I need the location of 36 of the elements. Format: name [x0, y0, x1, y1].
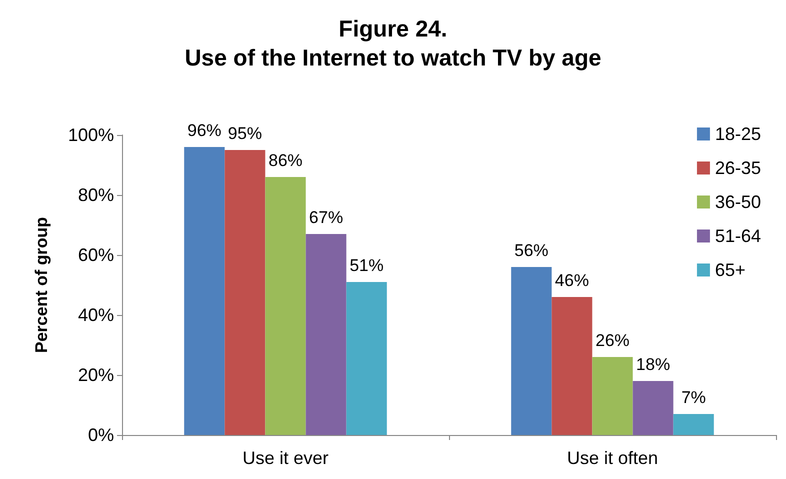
chart-subtitle: Use of the Internet to watch TV by age: [184, 44, 602, 70]
bar: [632, 381, 674, 435]
bar: [511, 267, 552, 435]
y-tick-label: 100%: [68, 125, 114, 145]
bar: [673, 414, 714, 435]
bar: [552, 297, 592, 435]
y-tick-label: 40%: [78, 305, 114, 325]
bar: [265, 177, 306, 435]
legend-label: 26-35: [714, 158, 762, 178]
data-label: 86%: [268, 151, 303, 170]
data-label: 67%: [309, 208, 344, 227]
data-label: 56%: [514, 241, 548, 260]
y-tick-label: 20%: [78, 365, 114, 385]
y-tick-label: 0%: [88, 425, 114, 445]
data-label: 95%: [228, 124, 262, 143]
data-label: 7%: [681, 388, 706, 407]
bar: [346, 282, 387, 435]
data-label: 46%: [554, 271, 589, 290]
legend-label: 36-50: [714, 192, 762, 212]
y-axis-title: Percent of group: [32, 216, 51, 354]
bar: [184, 147, 225, 435]
data-label: 96%: [187, 121, 222, 140]
bar: [306, 234, 346, 435]
x-tick-label: Use it often: [566, 448, 658, 468]
chart-title: Figure 24.: [338, 16, 448, 42]
data-label: 51%: [350, 256, 384, 275]
bar: [592, 357, 633, 435]
y-tick-label: 80%: [78, 185, 114, 205]
y-tick-label: 60%: [78, 245, 114, 265]
legend-label: 65+: [714, 260, 746, 280]
data-label: 26%: [595, 331, 630, 350]
x-tick-label: Use it ever: [242, 448, 329, 468]
legend-label: 18-25: [714, 124, 762, 144]
legend-label: 51-64: [714, 226, 762, 246]
bar: [224, 150, 266, 435]
data-label: 18%: [636, 355, 670, 374]
